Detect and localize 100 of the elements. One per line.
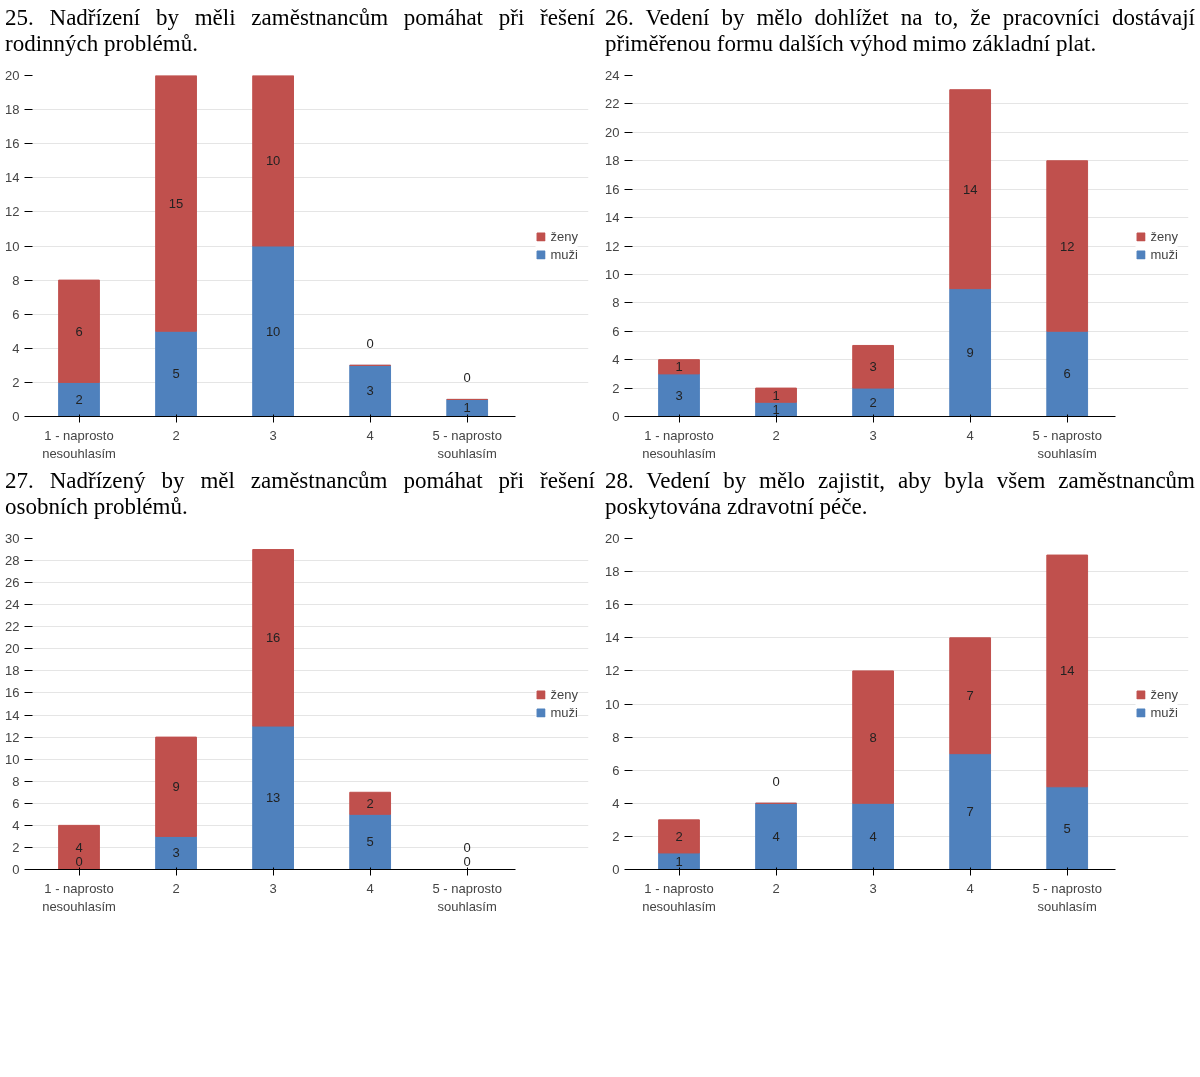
y-tick-label: 20 [5,67,20,83]
data-label: 1 [463,400,471,416]
bar [755,387,797,403]
data-label: 12 [1059,238,1075,254]
data-label: 0 [366,335,374,351]
x-tick-label: 2 [172,427,180,443]
bar [949,637,992,754]
bar [949,752,992,870]
y-tick-label: 14 [605,630,620,646]
y-tick-label: 16 [5,685,20,701]
data-label: 1 [675,359,683,375]
x-tick-label: 2 [172,880,180,896]
data-label: 3 [172,845,180,861]
x-tick-label: 5 - naprosto souhlasím [432,427,502,461]
bar [58,279,100,383]
chart-title: 27. Nadřízený by měl zaměstnancům pomáhat při řešení osobních problémů. [5,467,595,521]
bar [349,813,392,870]
y-tick-label: 0 [12,408,20,424]
y-tick-label: 2 [612,380,620,396]
x-tick-label: 5 - naprosto souhlasím [1032,880,1102,914]
data-label: 0 [463,369,471,385]
x-tick-label: 3 [269,427,277,443]
x-tick-label: 4 [366,427,374,443]
y-tick-label: 10 [605,696,620,712]
y-tick-label: 14 [5,170,20,186]
bar [252,548,294,727]
y-tick-label: 6 [12,795,20,811]
x-tick-label: 1 - naprosto nesouhlasím [642,427,716,461]
data-label: 0 [75,853,83,869]
data-label: 6 [75,323,83,339]
data-label: 8 [869,729,877,745]
bar [446,398,489,417]
data-label: 4 [772,828,780,844]
x-tick-label: 3 [869,880,877,896]
data-label: 0 [772,773,780,789]
bar [58,381,100,417]
bar [155,835,197,870]
data-label: 0 [463,839,471,855]
y-tick-label: 8 [612,295,620,311]
data-label: 7 [966,803,974,819]
legend-label: ženy [550,228,578,244]
bar [658,359,700,375]
bar [852,344,894,389]
y-tick-label: 26 [5,574,20,590]
data-label: 13 [265,790,281,806]
y-tick-label: 24 [605,67,620,83]
bar [349,791,392,815]
bar [852,670,894,804]
bar [755,802,797,870]
y-tick-label: 0 [612,861,620,877]
data-label: 3 [869,359,877,375]
bar [852,387,894,417]
data-label: 9 [172,779,180,794]
chart-title: 28. Vedení by mělo zajistit, aby byla všem zaměstnancům poskytována zdravotní péče. [605,467,1195,521]
y-tick-label: 28 [5,552,20,568]
y-tick-label: 12 [605,663,620,679]
y-tick-label: 14 [605,209,620,225]
data-label: 6 [1063,366,1071,382]
bar [852,802,894,870]
bar [155,736,197,837]
bar [252,725,294,870]
data-label: 4 [75,839,83,855]
y-tick-label: 18 [5,101,20,117]
legend-label: muži [550,246,578,262]
legend-label: ženy [550,686,578,702]
y-tick-label: 2 [612,828,620,844]
bar [58,824,100,870]
y-tick-label: 20 [605,124,620,140]
data-label: 3 [366,383,374,399]
data-label: 2 [366,795,374,811]
data-label: 5 [172,366,180,382]
data-label: 2 [75,391,83,407]
y-tick-label: 18 [605,563,620,579]
y-tick-label: 6 [612,762,620,778]
bar [949,288,992,417]
chart-title: 25. Nadřízení by měli zaměstnancům pomáhat při řešení rodinných problémů. [5,5,595,58]
y-tick-label: 2 [12,374,20,390]
data-label: 5 [1063,820,1071,836]
y-tick-label: 22 [605,96,620,112]
y-tick-label: 12 [5,729,20,745]
data-label: 9 [966,344,974,360]
bar [155,330,197,417]
y-tick-label: 16 [605,596,620,612]
y-tick-label: 16 [605,181,620,197]
data-label: 10 [265,153,281,169]
data-label: 2 [869,394,877,410]
y-tick-label: 0 [12,861,20,877]
data-label: 15 [168,195,184,211]
legend-label: ženy [1150,686,1178,702]
data-label: 4 [869,828,877,844]
legend-label: muži [1150,704,1178,720]
x-tick-label: 1 - naprosto nesouhlasím [642,880,716,914]
data-label: 0 [463,853,471,869]
y-tick-label: 10 [605,266,620,282]
x-tick-label: 2 [772,880,780,896]
x-tick-label: 3 [269,880,277,896]
y-tick-label: 24 [5,596,20,612]
bar [658,819,700,854]
y-tick-label: 4 [12,817,20,833]
y-tick-label: 8 [12,272,20,288]
